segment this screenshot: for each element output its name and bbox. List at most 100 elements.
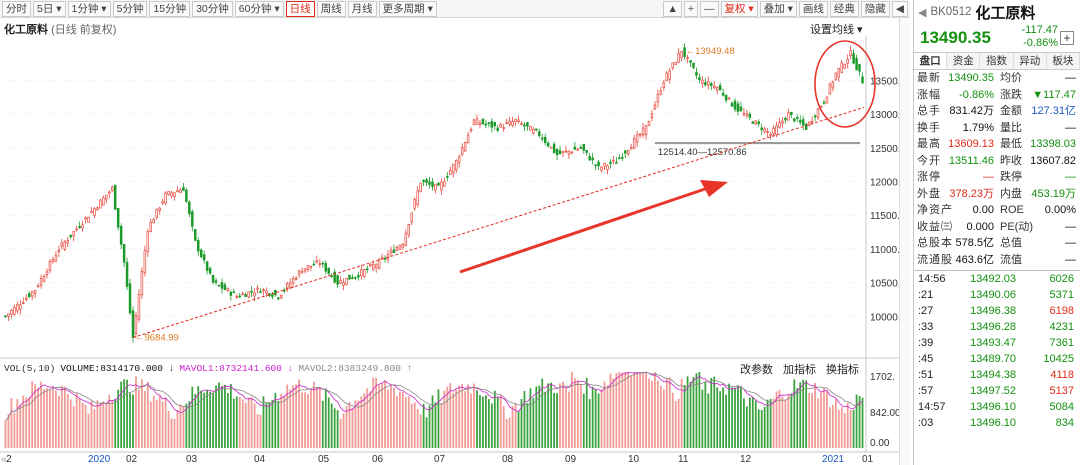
tab-period-2[interactable]: 1分钟 ▾: [67, 1, 111, 17]
candle-body: [229, 291, 233, 296]
candle-body: [799, 119, 802, 123]
y-tick-label: 12000.00: [870, 178, 900, 189]
tool-1[interactable]: +: [683, 1, 699, 17]
tool-5[interactable]: 画线: [798, 1, 828, 17]
candle-body: [594, 164, 597, 167]
volume-button[interactable]: 加指标: [783, 364, 816, 376]
volume-legend-item: VOL(5,10): [4, 363, 56, 374]
period-tabs: 分时 5日 ▾ 1分钟 ▾ 5分钟 15分钟 30分钟 60分钟 ▾ 日线 周线 月线 更多周期 ▾: [2, 1, 439, 17]
candle-body: [205, 261, 209, 271]
volume-bar: [387, 389, 389, 448]
candle-body: [707, 80, 710, 86]
volume-bar: [808, 392, 811, 448]
tool-2[interactable]: —: [700, 1, 719, 17]
tab-period-7[interactable]: 日线: [285, 1, 315, 17]
volume-bar: [63, 386, 66, 448]
quote-key2: PE(动): [1000, 220, 1033, 233]
quote-tab[interactable]: 异动: [1013, 53, 1047, 69]
volume-bar: [390, 384, 392, 448]
volume-bar: [229, 384, 232, 448]
quote-value: 13490.35: [948, 72, 994, 84]
volume-bar: [108, 394, 111, 448]
tab-period-1[interactable]: 5日 ▾: [33, 1, 66, 17]
ma-setting-button[interactable]: 设置均线 ▾: [810, 24, 863, 36]
candle-body: [840, 62, 843, 73]
candle-body: [763, 128, 766, 132]
chart-scrollbar[interactable]: [899, 18, 910, 465]
volume-bar: [556, 393, 558, 448]
quote-value2: ▼117.47: [1032, 88, 1076, 101]
volume-bar: [811, 393, 813, 448]
candle-body: [653, 104, 657, 110]
candle-body: [472, 119, 476, 125]
candle-body: [807, 121, 811, 126]
tick-row: :51 13494.38 4118: [914, 367, 1080, 383]
candle-body: [846, 59, 849, 64]
volume-bar: [823, 387, 825, 448]
add-watchlist-icon[interactable]: +: [1060, 31, 1074, 45]
volume-button[interactable]: 改参数: [740, 364, 773, 376]
volume-bar: [716, 387, 719, 448]
quote-price: 13490.35: [920, 28, 991, 47]
volume-bar: [259, 414, 262, 448]
tick-qty: 4118: [1050, 369, 1074, 381]
volume-bar: [333, 408, 336, 448]
volume-bar: [686, 376, 689, 448]
tick-time: 14:57: [918, 401, 946, 413]
candle-body: [680, 51, 683, 58]
volume-bar: [69, 399, 72, 448]
kline-chart[interactable]: 10000.00 10500.00 11000.00 11500.00 12000.00…: [0, 0, 900, 465]
volume-bar: [597, 393, 600, 448]
tool-8[interactable]: ◀: [891, 1, 908, 17]
quote-tab[interactable]: 盘口: [914, 53, 948, 69]
volume-bar: [529, 388, 532, 448]
tab-period-5[interactable]: 30分钟: [192, 1, 233, 17]
quote-key2: 跌停: [1000, 171, 1022, 183]
tool-3[interactable]: 复权 ▾: [720, 1, 758, 17]
quote-tab[interactable]: 板块: [1046, 53, 1080, 69]
volume-bar: [315, 387, 318, 448]
volume-bar: [404, 397, 407, 448]
volume-bar: [493, 390, 496, 448]
tab-period-4[interactable]: 15分钟: [149, 1, 191, 17]
tick-qty: 834: [1055, 417, 1074, 429]
back-arrow-icon[interactable]: ◀: [918, 6, 927, 19]
volume-bar: [609, 373, 612, 448]
quote-tab[interactable]: 资金: [947, 53, 981, 69]
candle-body: [784, 118, 787, 121]
volume-bar: [511, 405, 514, 448]
candle-body: [348, 274, 351, 280]
candle-body: [291, 278, 295, 284]
quote-row: 流通股 463.6亿 流值 —: [914, 252, 1080, 269]
volume-bar: [372, 377, 375, 448]
volume-bar: [535, 386, 538, 448]
candle-body: [721, 92, 725, 96]
candle-body: [686, 57, 689, 59]
volume-bar: [90, 401, 93, 448]
volume-bar: [66, 393, 69, 448]
annotation-arrow-shaft: [459, 186, 709, 274]
tool-6[interactable]: 经典: [829, 1, 859, 17]
candle-body: [612, 159, 615, 162]
volume-bar: [461, 383, 464, 448]
tab-period-3[interactable]: 5分钟: [112, 1, 148, 17]
tab-period-0[interactable]: 分时: [2, 1, 31, 17]
volume-bar: [837, 409, 840, 448]
volume-bar: [57, 395, 60, 448]
tab-period-8[interactable]: 周线: [316, 1, 346, 17]
volume-bar: [571, 372, 573, 448]
quote-tab[interactable]: 指数: [980, 53, 1014, 69]
tab-period-6[interactable]: 60分钟 ▾: [234, 1, 284, 17]
tool-7[interactable]: 隐藏: [860, 1, 890, 17]
volume-bar: [505, 419, 508, 448]
tab-period-10[interactable]: 更多周期 ▾: [378, 1, 437, 17]
volume-bar: [244, 402, 247, 448]
tool-0[interactable]: ▲: [663, 1, 682, 17]
tool-4[interactable]: 叠加 ▾: [759, 1, 797, 17]
candle-body: [395, 247, 399, 251]
candle-body: [377, 259, 381, 269]
volume-bar: [648, 378, 650, 448]
candle-body: [751, 121, 755, 124]
volume-button[interactable]: 换指标: [826, 364, 859, 376]
tab-period-9[interactable]: 月线: [347, 1, 377, 17]
